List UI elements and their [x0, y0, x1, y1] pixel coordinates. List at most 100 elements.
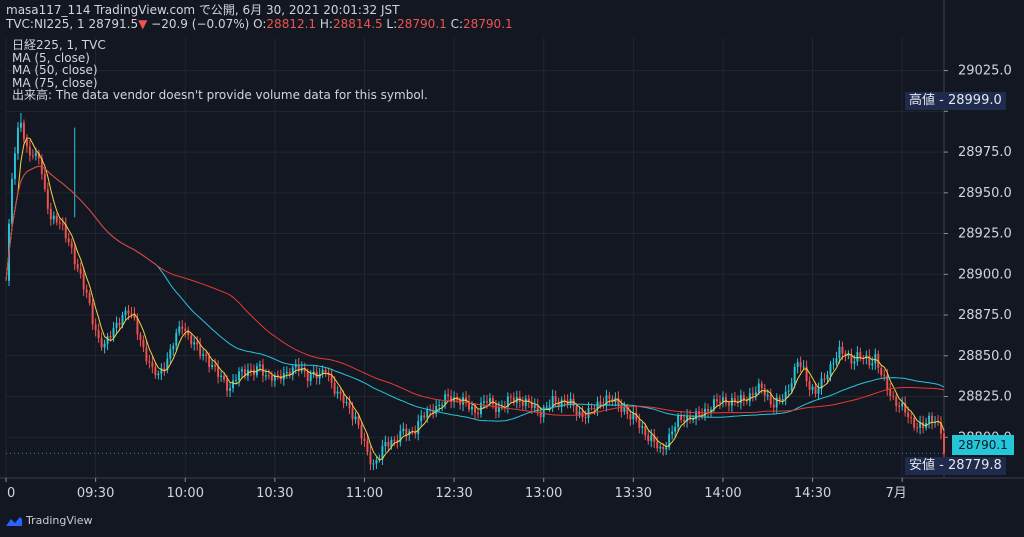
candle-body — [127, 310, 130, 314]
candle-body — [901, 402, 904, 407]
candle-body — [139, 334, 142, 341]
candle-body — [58, 222, 61, 224]
candle-body — [372, 463, 375, 465]
candle-body — [748, 393, 751, 402]
candle-body — [49, 208, 52, 220]
candle-body — [605, 395, 608, 406]
x-tick-label: 14:30 — [794, 486, 831, 501]
candle-body — [739, 395, 742, 404]
candle-body — [121, 315, 124, 326]
candle-body — [850, 354, 853, 364]
candle-body — [680, 415, 683, 420]
legend-ma5[interactable]: MA (5, close) — [12, 50, 90, 65]
candle-body — [163, 368, 166, 371]
candle-body — [874, 354, 877, 364]
candle-body — [919, 422, 922, 428]
candle-body — [626, 406, 629, 415]
candle-body — [530, 401, 533, 408]
candle-body — [512, 397, 515, 403]
candle-body — [366, 440, 369, 452]
last-value: 28791.5 — [88, 17, 139, 31]
candle-body — [408, 431, 411, 435]
candle-body — [297, 364, 300, 372]
candle-body — [399, 431, 402, 443]
candle-body — [324, 369, 327, 373]
candle-body — [67, 238, 70, 243]
candle-body — [841, 346, 844, 354]
legend-title[interactable]: 日経225, 1, TVC — [12, 38, 106, 52]
candle-body — [769, 395, 772, 405]
publish-info: masa117_114 TradingView.com で公開, 6月 30, … — [6, 3, 400, 17]
x-tick-label: 0 — [7, 486, 15, 501]
candle-body — [154, 366, 157, 376]
candle-body — [462, 397, 465, 405]
candle-body — [898, 405, 901, 407]
candle-body — [241, 369, 243, 372]
candle-body — [64, 224, 67, 239]
candle-body — [345, 402, 348, 404]
candle-body — [784, 391, 787, 399]
candle-body — [608, 395, 611, 399]
candle-body — [554, 396, 557, 402]
candle-body — [43, 173, 46, 190]
legend-ma75[interactable]: MA (75, close) — [12, 75, 98, 90]
close-label: C: — [450, 17, 464, 31]
candle-body — [880, 367, 883, 376]
candle-body — [220, 375, 223, 377]
candle-body — [488, 397, 491, 403]
candle-body — [587, 407, 590, 418]
candle-body — [527, 398, 530, 402]
footer-brand[interactable]: TradingView — [6, 514, 92, 527]
candle-body — [754, 392, 757, 396]
candle-body — [199, 344, 202, 356]
candle-body — [943, 433, 945, 454]
candle-body — [686, 415, 689, 422]
low-label: L: — [386, 17, 398, 31]
low-tag-label: 安値 — [909, 458, 936, 473]
candle-body — [482, 401, 485, 403]
legend-volume[interactable]: 出来高: The data vendor doesn't provide vol… — [12, 88, 428, 102]
candle-body — [575, 406, 578, 415]
high-label: H: — [319, 17, 333, 31]
high-tag-label: 高値 — [909, 93, 936, 108]
candle-body — [632, 413, 635, 420]
candle-body — [336, 391, 339, 394]
candle-body — [883, 375, 886, 377]
open-value: 28812.1 — [266, 17, 317, 31]
candle-body — [103, 343, 106, 348]
candle-body — [226, 379, 229, 391]
candle-body — [480, 402, 482, 415]
candle-body — [447, 394, 450, 397]
candle-body — [620, 405, 623, 412]
candle-body — [653, 435, 656, 442]
low-tag-value: 28779.8 — [947, 458, 1002, 473]
candle-body — [641, 426, 644, 428]
candle-body — [524, 398, 527, 406]
y-tick-label: 28975.0 — [958, 145, 1012, 160]
candle-body — [536, 404, 539, 412]
candle-body — [333, 382, 336, 394]
candle-body — [674, 426, 677, 432]
candle-body — [623, 406, 626, 412]
candle-body — [453, 397, 456, 402]
candle-body — [321, 369, 324, 374]
candle-body — [671, 431, 674, 435]
candle-body — [354, 416, 357, 420]
candle-body — [303, 367, 306, 372]
candle-body — [112, 328, 115, 338]
x-tick-label: 7月 — [886, 486, 907, 501]
high-price-tag: 高値 - 28999.0 — [905, 92, 1006, 110]
candle-body — [309, 374, 312, 382]
candle-body — [742, 395, 745, 401]
candle-body — [124, 310, 127, 316]
candle-body — [387, 442, 390, 447]
candle-body — [190, 335, 193, 345]
candle-body — [790, 383, 793, 391]
legend-ma50[interactable]: MA (50, close) — [12, 63, 98, 77]
candle-body — [28, 146, 31, 156]
candle-body — [390, 439, 393, 447]
candle-body — [100, 338, 103, 348]
candle-body — [659, 447, 662, 449]
candle-body — [202, 354, 205, 356]
